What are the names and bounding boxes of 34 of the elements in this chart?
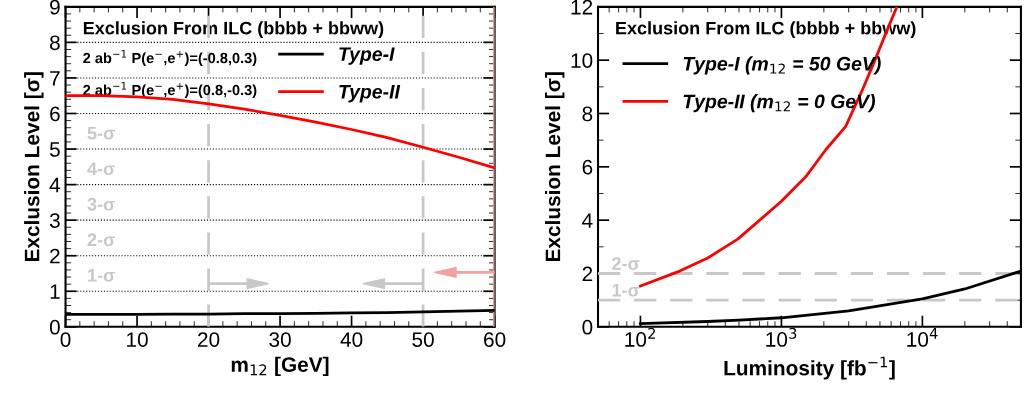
y-axis-title: Exclusion Level [σ] — [24, 72, 44, 262]
y-tick-label: 1 — [50, 284, 60, 299]
y-tick-label: 7 — [50, 71, 60, 86]
legend-label: Type-II — [339, 85, 401, 103]
annotation: 2 ab$^{−1}$ P(e$^{−}$,e$^{+}$)=(-0.8,0.3) — [83, 50, 257, 67]
x-tick-label: 40 — [340, 332, 363, 347]
y-axis-title: Exclusion Level [σ] — [545, 72, 565, 262]
x-axis-title: Luminosity [fb$^{−1}$] — [724, 356, 895, 380]
x-tick-label: 50 — [412, 332, 434, 347]
y-tick-label: 10 — [571, 53, 593, 68]
annotation: 2 ab$^{−1}$ P(e$^{−}$,e$^{+}$)=(0.8,-0.3) — [83, 82, 257, 99]
x-tick-label: 10$^{4}$ — [907, 328, 938, 347]
y-tick-label: 9 — [50, 0, 60, 15]
legend-label: Type-I — [339, 47, 395, 65]
x-tick-label: 10$^{2}$ — [625, 327, 655, 347]
x-tick-label: 20 — [198, 332, 220, 347]
x-axis-title: m$_{12}$ [GeV] — [231, 356, 329, 377]
y-tick-label: 8 — [49, 35, 60, 51]
y-tick-label: 6 — [582, 159, 593, 175]
y-tick-label: 6 — [50, 106, 60, 122]
x-tick-label: 10$^{3}$ — [766, 327, 797, 347]
y-tick-label: 4 — [49, 177, 61, 193]
text: Exclusion From ILC (bbbb + bbww) — [83, 21, 384, 39]
y-tick-label: 4 — [582, 213, 593, 228]
y-tick-label: 3 — [49, 213, 60, 228]
x-tick-label: 30 — [269, 332, 291, 347]
y-tick-label: 12 — [571, 0, 593, 15]
x-tick-label: 60 — [484, 332, 506, 347]
x-tick-label: 10 — [127, 332, 148, 347]
x-tick-label: 0 — [60, 332, 71, 347]
y-tick-label: 2 — [582, 266, 593, 282]
y-tick-label: 8 — [582, 106, 593, 122]
y-tick-label: 2 — [50, 248, 60, 264]
y-tick-label: 5 — [49, 142, 60, 157]
